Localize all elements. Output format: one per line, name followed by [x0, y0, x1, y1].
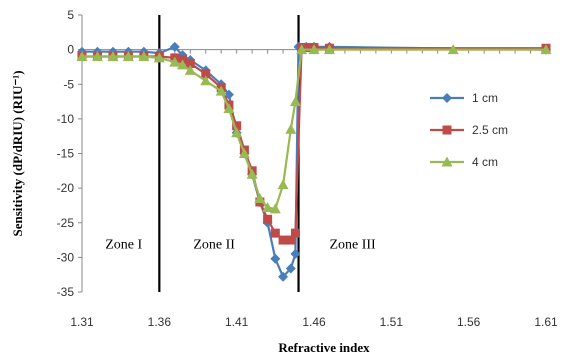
y-tick-label: -25: [57, 216, 75, 230]
x-tick-label: 1.56: [457, 315, 481, 329]
data-point-triangle: [323, 44, 335, 55]
data-point-diamond: [285, 263, 296, 274]
data-point-square: [270, 228, 280, 238]
x-tick-label: 1.41: [225, 315, 249, 329]
data-point-diamond: [442, 93, 452, 103]
x-tick-label: 1.51: [380, 315, 404, 329]
tick-labels: 5 0 -5 -10 -15 -20 -25 -30 -35 1.31 1.36 1.41 1.46 1.…: [57, 8, 558, 329]
data-point-triangle: [169, 56, 181, 67]
data-point-triangle: [441, 156, 453, 167]
y-tick-label: -15: [57, 147, 75, 161]
data-point-triangle: [285, 123, 297, 134]
data-point-triangle: [91, 51, 103, 62]
data-point-square: [201, 69, 211, 79]
x-tick-label: 1.46: [302, 315, 326, 329]
data-point-triangle: [308, 44, 320, 55]
data-point-triangle: [540, 44, 552, 55]
data-point-diamond: [278, 271, 289, 282]
x-tick-label: 1.36: [148, 315, 172, 329]
y-tick-label: -5: [63, 77, 74, 91]
y-tick-label: -35: [57, 285, 75, 299]
series-line: [82, 46, 546, 242]
x-tick-label: 1.31: [70, 315, 94, 329]
data-point-triangle: [246, 168, 258, 179]
data-point-triangle: [107, 51, 119, 62]
data-point-triangle: [269, 203, 281, 214]
data-point-square: [286, 235, 296, 245]
y-tick-label: -20: [57, 181, 75, 195]
data-point-diamond: [290, 248, 301, 259]
data-point-square: [301, 43, 311, 53]
data-point-triangle: [238, 148, 250, 158]
data-point-triangle: [200, 75, 212, 86]
data-point-triangle: [231, 127, 243, 138]
data-point-triangle: [215, 85, 227, 96]
data-point-square: [290, 228, 300, 238]
legend-label: 2.5 cm: [472, 123, 508, 137]
data-point-triangle: [254, 193, 266, 204]
y-tick-label: 0: [67, 43, 74, 57]
y-tick-label: 5: [67, 8, 74, 22]
data-point-triangle: [223, 102, 235, 113]
zone-label: Zone II: [193, 238, 235, 253]
data-point-square: [278, 235, 288, 245]
legend: 1 cm 2.5 cm 4 cm: [430, 91, 508, 169]
legend-item: 4 cm: [430, 155, 498, 169]
legend-label: 4 cm: [472, 155, 498, 169]
data-point-triangle: [153, 52, 165, 63]
y-tick-label: -10: [57, 112, 75, 126]
zone-label: Zone III: [329, 238, 376, 253]
zone-label: Zone I: [105, 238, 142, 253]
data-point-triangle: [122, 51, 134, 62]
data-point-triangle: [289, 96, 301, 107]
data-point-triangle: [277, 179, 289, 190]
zone-labels: Zone I Zone II Zone III: [105, 238, 376, 253]
legend-label: 1 cm: [472, 91, 498, 105]
data-point-diamond: [270, 253, 281, 264]
series-layer: [76, 41, 552, 282]
series-4-cm: [76, 44, 552, 214]
data-point-square: [442, 125, 452, 135]
data-point-triangle: [296, 44, 308, 55]
legend-item: 2.5 cm: [430, 123, 508, 137]
data-point-triangle: [138, 51, 150, 62]
data-point-diamond: [169, 41, 180, 52]
data-point-triangle: [262, 202, 274, 213]
data-point-triangle: [184, 64, 196, 75]
data-point-square: [185, 58, 195, 68]
y-tick-label: -30: [57, 250, 75, 264]
series-2.5-cm: [77, 43, 551, 245]
data-point-square: [232, 121, 242, 131]
y-axis-title: Sensitivity (dP/dRIU) (RIU⁻¹): [10, 70, 25, 236]
x-axis-title: Refractive index: [278, 340, 370, 355]
data-point-triangle: [447, 44, 459, 55]
legend-item: 1 cm: [430, 91, 498, 105]
data-point-square: [263, 214, 273, 224]
data-point-triangle: [76, 51, 88, 62]
x-tick-label: 1.61: [534, 315, 558, 329]
data-point-triangle: [177, 59, 189, 70]
